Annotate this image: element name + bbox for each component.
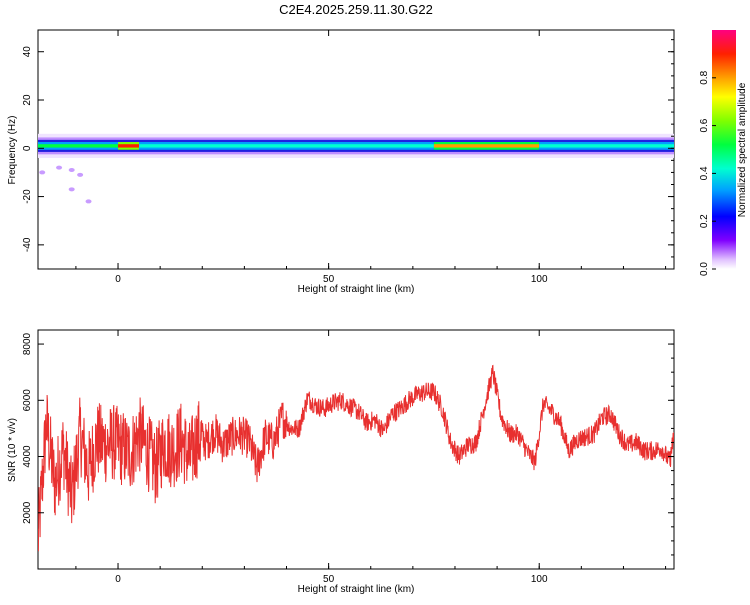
- colorbar: 0.0 0.2 0.4 0.6 0.8 Normalized spectral ampl…: [699, 30, 748, 276]
- heatmap-scatter-point: [56, 165, 63, 170]
- heatmap-y-tick-label: -20: [22, 189, 33, 204]
- snr-y-tick-label: 4000: [22, 445, 33, 468]
- colorbar-label: Normalized spectral amplitude: [737, 82, 748, 217]
- heatmap-panel: 0 50 100 -40 -20 0 20 40 Height of straight lin…: [7, 29, 675, 295]
- snr-x-tick-label: 50: [323, 574, 335, 585]
- band-segment-core: [539, 144, 674, 148]
- snr-x-tick-label: 100: [531, 574, 548, 585]
- heatmap-y-tick-label: 0: [22, 145, 33, 151]
- heatmap-x-tick-label: 100: [531, 274, 548, 285]
- snr-x-axis-label: Height of straight line (km): [298, 584, 415, 595]
- band-segment-core: [38, 144, 119, 148]
- colorbar-ticks: 0.0 0.2 0.4 0.6 0.8: [699, 70, 716, 276]
- colorbar-tick-label: 0.0: [699, 262, 710, 276]
- heatmap-axes: 0 50 100 -40 -20 0 20 40: [22, 30, 674, 285]
- heatmap-y-tick-label: -40: [22, 237, 33, 252]
- colorbar-tick-label: 0.8: [699, 70, 710, 84]
- colorbar-tick-label: 0.4: [699, 166, 710, 180]
- snr-y-axis-label: SNR (10 * v/v): [7, 418, 18, 482]
- figure-title: C2E4.2025.259.11.30.G22: [279, 2, 433, 17]
- heatmap-scatter-point: [68, 168, 75, 173]
- heatmap-y-tick-label: 40: [22, 46, 33, 58]
- snr-y-tick-label: 6000: [22, 389, 33, 412]
- heatmap-y-tick-label: 20: [22, 94, 33, 106]
- snr-y-tick-label: 2000: [22, 501, 33, 524]
- heatmap-x-tick-label: 0: [115, 274, 121, 285]
- colorbar-tick-label: 0.6: [699, 118, 710, 132]
- heatmap-x-tick-label: 50: [323, 274, 335, 285]
- heatmap-scatter-point: [85, 199, 92, 204]
- colorbar-tick-label: 0.2: [699, 214, 710, 228]
- heatmap-marks: [38, 133, 674, 204]
- heatmap-scatter-point: [68, 187, 75, 192]
- snr-panel: 0 50 100 2000 4000 6000 8000 Height of straigh…: [7, 329, 675, 595]
- snr-axes: 0 50 100 2000 4000 6000 8000: [22, 329, 674, 585]
- heatmap-x-axis-label: Height of straight line (km): [298, 284, 415, 295]
- snr-marks: [38, 364, 674, 552]
- snr-x-tick-label: 0: [115, 574, 121, 585]
- band-segment-core: [433, 144, 540, 148]
- heatmap-scatter-point: [39, 170, 46, 175]
- heatmap-scatter-point: [77, 172, 84, 177]
- heatmap-y-axis-label: Frequency (Hz): [7, 116, 18, 185]
- snr-series-line: [38, 364, 674, 552]
- snr-y-tick-label: 8000: [22, 332, 33, 355]
- band-segment-core: [118, 144, 140, 148]
- colorbar-gradient: [712, 30, 736, 269]
- band-segment-core: [139, 144, 434, 148]
